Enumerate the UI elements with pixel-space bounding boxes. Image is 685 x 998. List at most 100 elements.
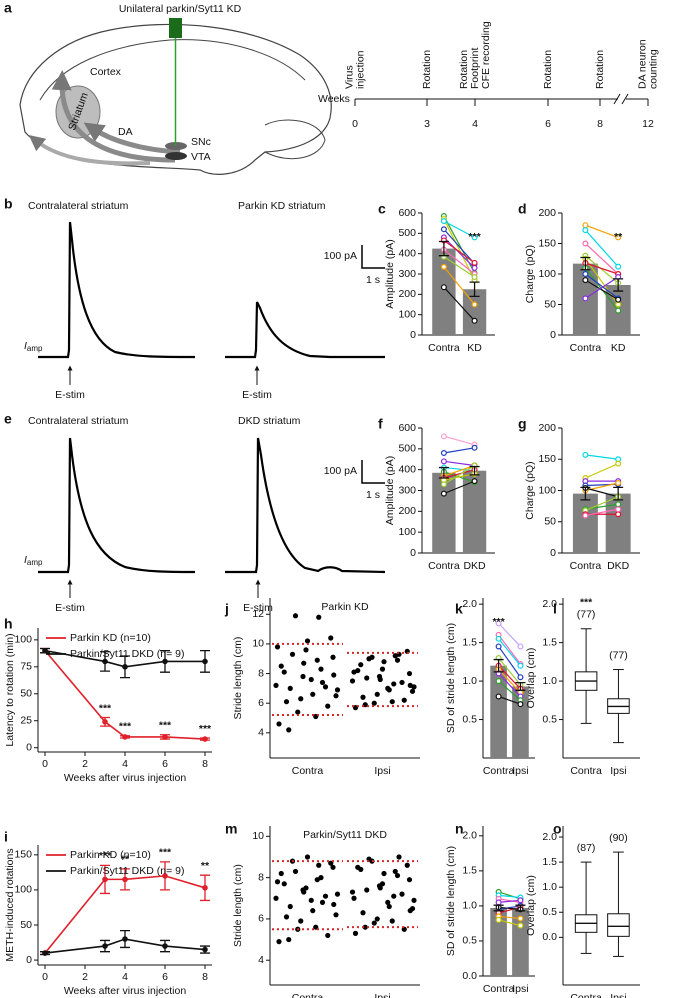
pair-point — [495, 693, 502, 700]
timeline-tick-label: 12 — [642, 118, 654, 130]
significance: *** — [199, 723, 212, 735]
pair-point — [471, 478, 478, 485]
y-axis-label: Stride length (cm) — [232, 864, 244, 947]
amp-symbol: I — [24, 554, 27, 566]
error-bar — [580, 486, 591, 501]
point — [274, 644, 281, 650]
legend-label: Parkin/Syt11 DKD (n= 9) — [70, 865, 184, 877]
axis-break — [621, 93, 629, 105]
trace — [225, 301, 385, 359]
pair-line — [443, 266, 476, 305]
pair-line — [443, 256, 475, 278]
point — [283, 914, 290, 920]
y-tick-label: 400 — [398, 463, 416, 475]
y-tick-label: 400 — [398, 247, 416, 259]
point — [298, 918, 304, 924]
pair-point — [517, 915, 524, 922]
timeline-axis-label: Weeks — [318, 93, 350, 105]
x-category-label: Ipsi — [512, 983, 528, 995]
panel-letter: a — [4, 0, 12, 16]
point — [202, 736, 208, 742]
y-tick-label: 2.0 — [542, 831, 557, 843]
n-label: (77) — [577, 609, 596, 621]
panel-letter: h — [4, 616, 13, 632]
pair-point — [615, 301, 622, 308]
significance: ** — [121, 854, 130, 866]
y-tick-label: 8 — [258, 871, 264, 883]
point — [358, 662, 364, 668]
error-bar — [613, 278, 624, 292]
region-label: VTA — [191, 151, 211, 163]
error-bar — [438, 240, 449, 257]
amp-label: Iamp — [24, 554, 43, 567]
point — [394, 872, 401, 879]
amp-label: Iamp — [24, 340, 43, 353]
significance: *** — [119, 721, 132, 733]
point — [286, 727, 292, 733]
point — [162, 734, 168, 740]
timeline: Weeks — [318, 93, 648, 105]
x-category-label: Ipsi — [610, 765, 626, 777]
point — [381, 659, 387, 665]
significance: *** — [99, 702, 112, 714]
pair-line — [585, 496, 619, 512]
y-tick-label: 1.5 — [462, 636, 477, 648]
point — [379, 666, 386, 672]
panel-letter: m — [225, 821, 237, 837]
chart-scatter: j 4 6 8 10 12 Stride length (cm) Parkin KD Contr… — [224, 598, 420, 777]
point — [328, 635, 334, 641]
pair-line — [498, 906, 521, 911]
trace-title: Contralateral striatum — [28, 200, 129, 212]
panel-letter: j — [224, 601, 229, 617]
cortex-arrow — [51, 70, 176, 163]
x-category-label: Contra — [570, 342, 602, 354]
n-label: (87) — [577, 842, 596, 854]
y-axis-label: Charge (pQ) — [524, 245, 536, 303]
panel-letter: f — [378, 416, 383, 432]
x-category-label: Contra — [483, 765, 515, 777]
point — [325, 932, 331, 939]
point — [273, 682, 279, 689]
x-category-label: Contra — [570, 560, 602, 572]
point — [406, 877, 413, 883]
n-label: (90) — [609, 832, 628, 844]
x-tick-label: 4 — [122, 758, 128, 770]
point — [333, 693, 339, 699]
x-tick-label: 0 — [42, 758, 48, 770]
pair-line — [443, 460, 475, 467]
pair-line — [498, 680, 521, 701]
panel-letter: g — [518, 416, 527, 432]
x-tick-label: 6 — [162, 971, 168, 983]
pair-point — [471, 274, 478, 281]
pair-line — [498, 919, 521, 927]
x-tick-label: 2 — [82, 971, 88, 983]
y-tick-label: 1.5 — [462, 865, 477, 877]
point — [310, 691, 316, 697]
y-tick-label: 300 — [398, 484, 416, 496]
y-tick-label: 50 — [544, 298, 556, 310]
point — [364, 675, 370, 681]
point — [162, 943, 168, 949]
point — [278, 663, 284, 669]
y-tick-label: 600 — [398, 207, 416, 219]
point — [303, 885, 309, 891]
point — [391, 893, 397, 899]
error-bar — [493, 658, 504, 673]
x-category-label: KD — [467, 342, 482, 354]
y-tick-label: 100 — [398, 526, 416, 538]
chart-paired_bar: d 0 50 100 150 200 Charge (pQ) Contra KD ** — [518, 201, 640, 354]
y-tick-label: 100 — [14, 634, 32, 646]
da-arrow — [83, 122, 181, 155]
chart-paired_bar: k 0.5 1.0 1.5 2.0 SD of stride length (cm) Con… — [445, 598, 535, 777]
y-axis-label: Charge (pQ) — [524, 461, 536, 519]
pair-point — [495, 916, 502, 923]
point — [42, 647, 48, 654]
box — [607, 913, 630, 937]
point — [318, 875, 324, 881]
y-tick-label: 1.0 — [462, 675, 477, 687]
pair-point — [615, 511, 622, 518]
x-category-label: Contra — [292, 765, 324, 777]
point — [162, 658, 168, 665]
